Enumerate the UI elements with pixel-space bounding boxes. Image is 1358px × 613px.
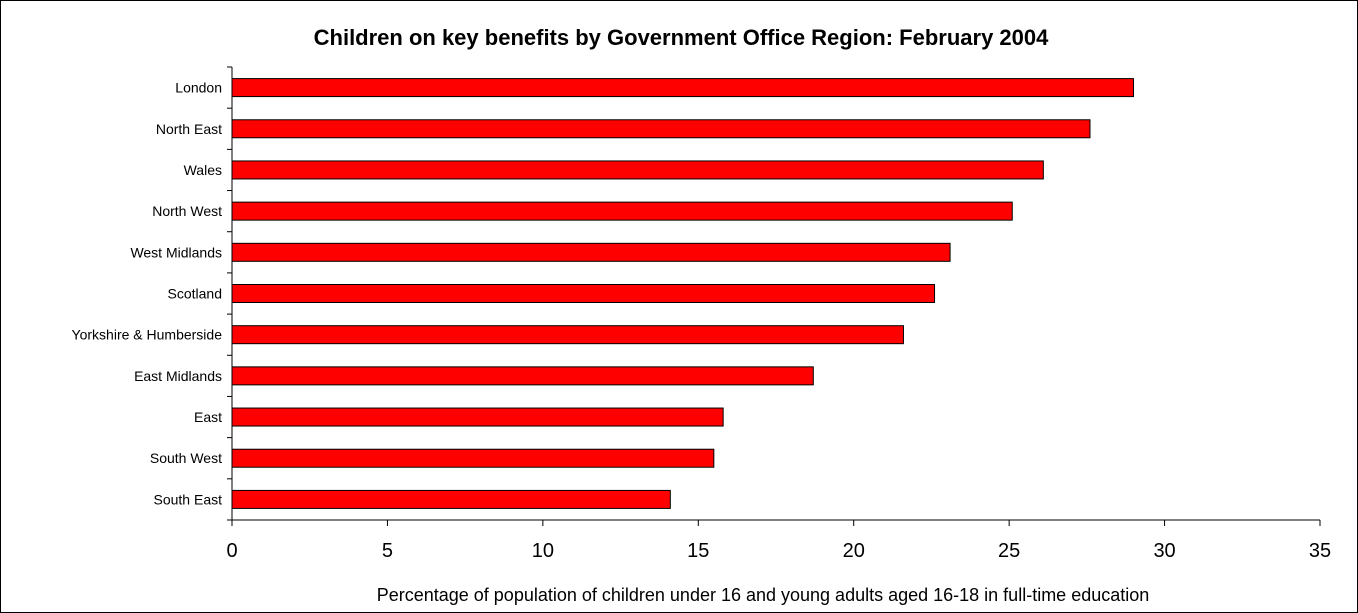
bar-north-east (231, 119, 1091, 139)
category-label: East (194, 409, 222, 425)
x-tick-label: 0 (226, 540, 237, 562)
x-tick-label: 35 (1309, 540, 1331, 562)
category-label: South West (150, 450, 222, 466)
x-tick-label: 25 (998, 540, 1020, 562)
bar-east-midlands (231, 366, 814, 386)
bar-scotland (231, 284, 936, 303)
category-label: Scotland (168, 286, 222, 302)
bar-north-west (231, 201, 1013, 221)
plot-area: London North East Wales North West West Midl… (72, 66, 1331, 562)
bar-east (231, 407, 724, 427)
category-label: Wales (184, 162, 222, 178)
category-label: London (175, 80, 222, 96)
bar-south-east (231, 489, 671, 509)
bar-wales (231, 160, 1044, 180)
bar-west-midlands (231, 242, 951, 262)
category-label: North West (152, 203, 222, 219)
bar-london (231, 78, 1134, 98)
category-label: East Midlands (134, 368, 222, 384)
category-label: North East (156, 121, 222, 137)
x-tick-label: 10 (532, 540, 554, 562)
x-tick-label: 30 (1153, 540, 1175, 562)
x-tick-label: 15 (687, 540, 709, 562)
x-axis-title: Percentage of population of children und… (377, 585, 1150, 605)
x-tick-label: 20 (843, 540, 865, 562)
category-label: West Midlands (130, 244, 222, 260)
bar-south-west (231, 448, 715, 468)
category-label: South East (154, 491, 223, 507)
bar-yorkshire-humberside (231, 325, 904, 345)
chart-title: Children on key benefits by Government O… (314, 25, 1049, 50)
x-tick-label: 5 (382, 540, 393, 562)
category-label: Yorkshire & Humberside (72, 327, 223, 343)
